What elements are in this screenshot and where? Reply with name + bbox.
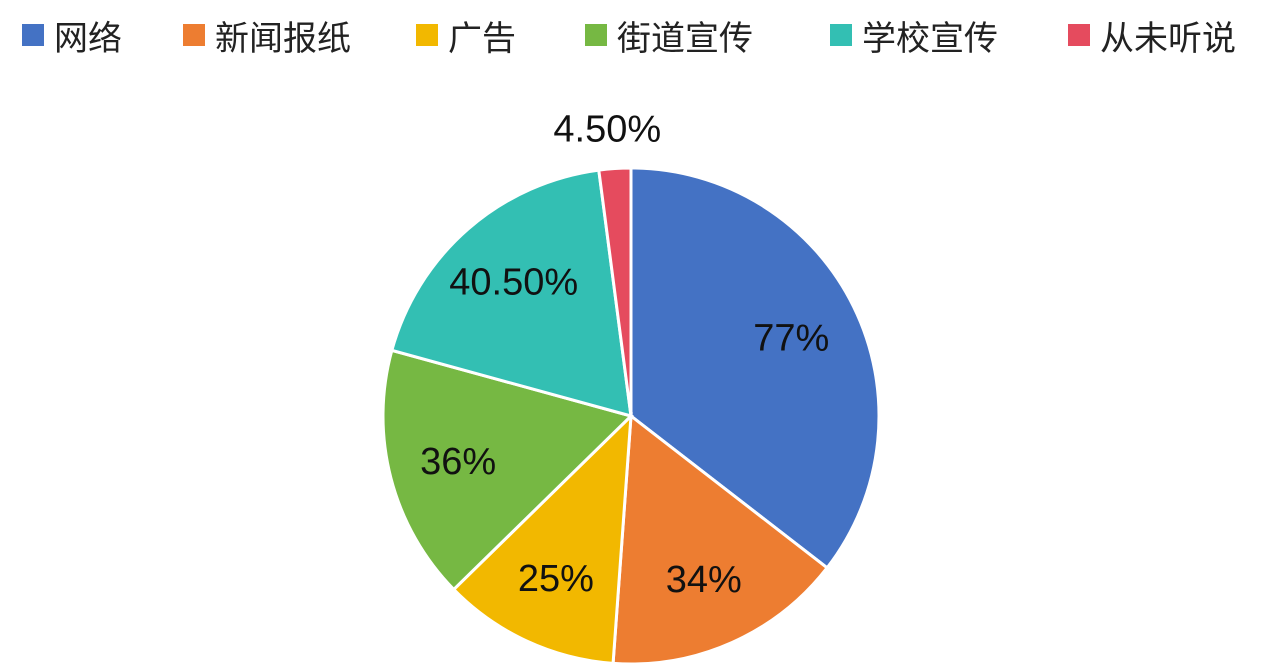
legend-swatch <box>183 24 205 46</box>
pie-slice <box>381 348 634 592</box>
legend-label: 从未听说 <box>1100 18 1236 59</box>
data-label: 36% <box>420 441 496 483</box>
legend-label: 网络 <box>54 18 122 59</box>
legend-item: 从未听说 <box>1068 10 1236 60</box>
legend-item: 学校宣传 <box>830 10 998 60</box>
legend-swatch <box>1068 24 1090 46</box>
data-label: 25% <box>518 558 594 600</box>
legend-item: 新闻报纸 <box>183 10 351 60</box>
legend-label: 广告 <box>448 18 516 59</box>
pie-slice <box>389 168 633 419</box>
legend-swatch <box>830 24 852 46</box>
legend-swatch <box>585 24 607 46</box>
legend-label: 街道宣传 <box>617 18 753 59</box>
data-label: 34% <box>666 559 742 601</box>
legend: 网络 新闻报纸 广告 街道宣传 学校宣传 从未听说 <box>0 10 1274 60</box>
legend-swatch <box>416 24 438 46</box>
legend-swatch <box>22 24 44 46</box>
data-label: 77% <box>753 317 829 359</box>
data-label: 4.50% <box>553 109 661 151</box>
legend-item: 广告 <box>416 10 516 60</box>
data-label: 40.50% <box>449 261 578 303</box>
legend-item: 网络 <box>22 10 122 60</box>
legend-label: 学校宣传 <box>862 18 998 59</box>
pie-slice <box>597 166 633 417</box>
pie-slice <box>629 166 881 570</box>
legend-item: 街道宣传 <box>585 10 753 60</box>
pie-slice <box>611 413 830 666</box>
legend-label: 新闻报纸 <box>215 18 351 59</box>
pie-slice <box>451 412 633 665</box>
